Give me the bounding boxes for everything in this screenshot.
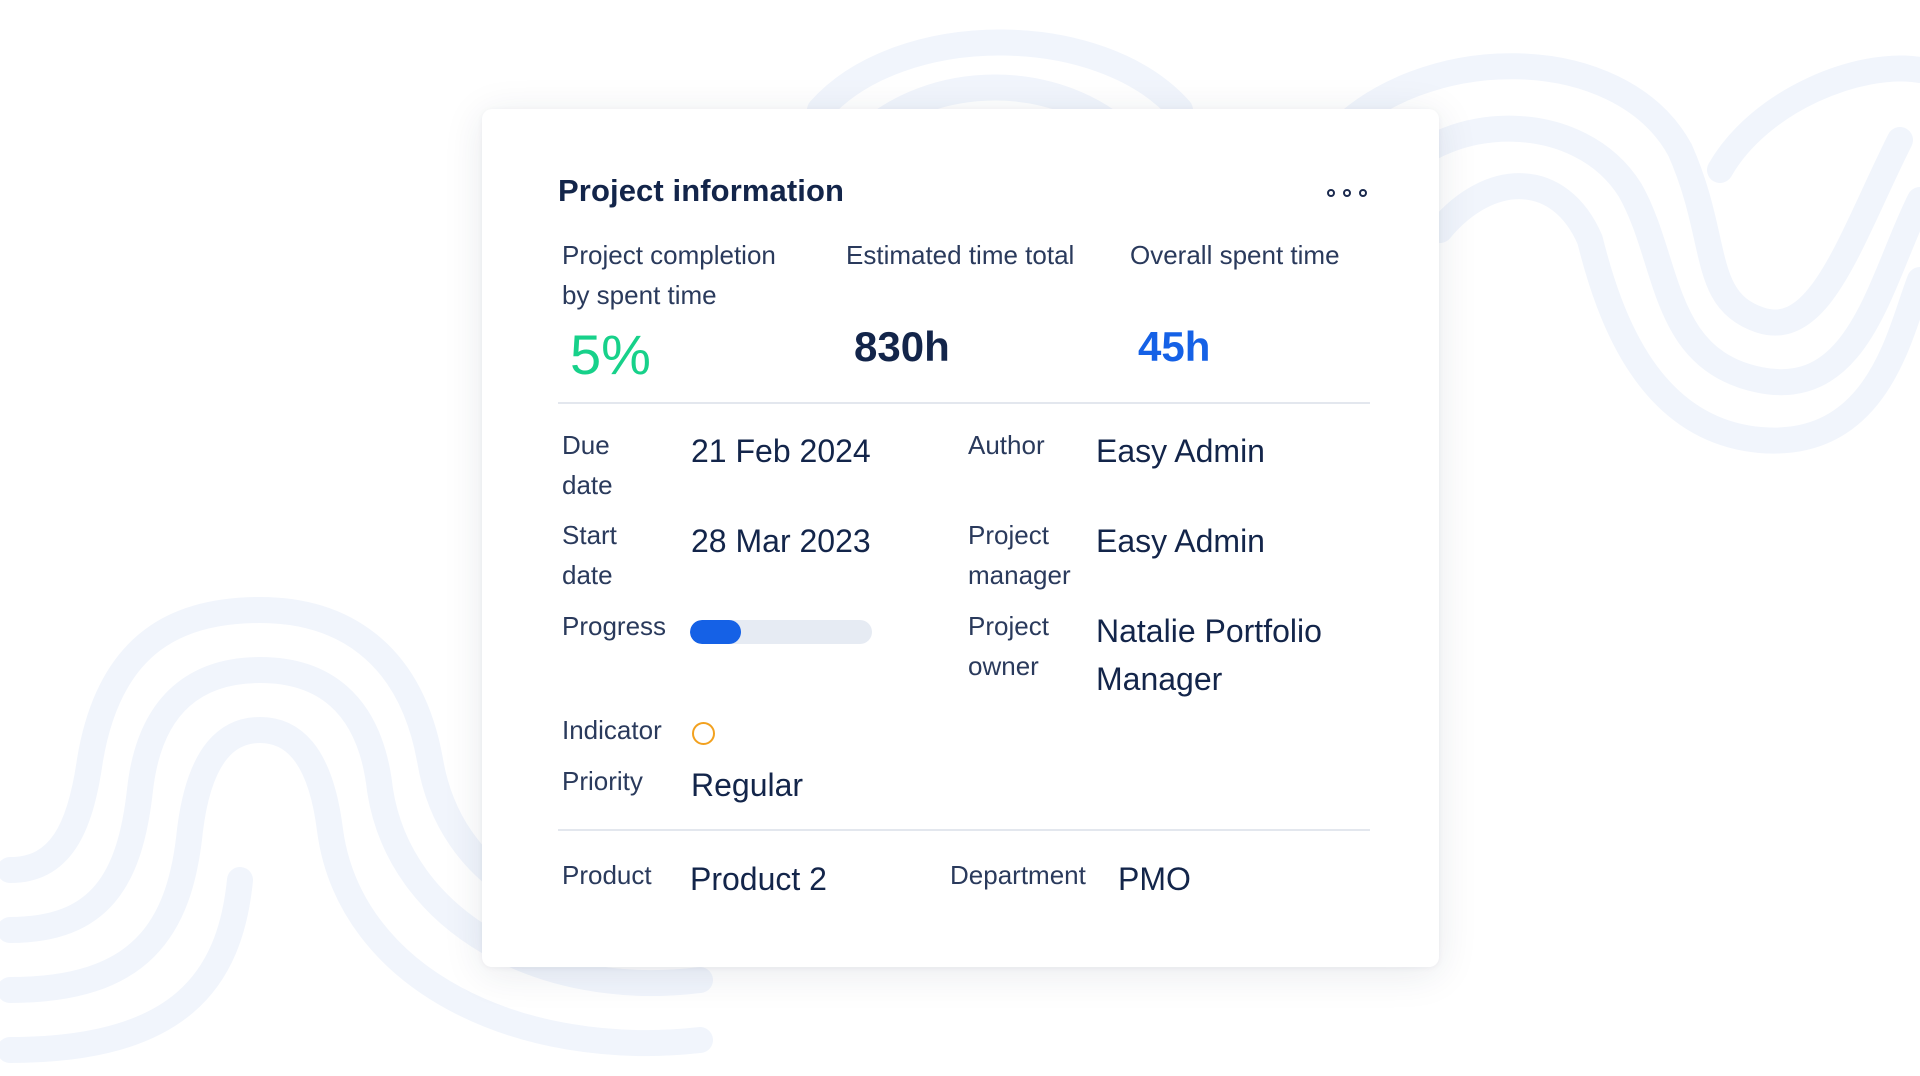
estimated-time-label: Estimated time total [846, 240, 1075, 270]
author-value: Easy Admin [1096, 433, 1265, 469]
due-date-label-line2: date [562, 470, 613, 500]
department-value: PMO [1118, 861, 1191, 897]
project-owner-value-line1: Natalie Portfolio [1096, 613, 1322, 649]
project-information-card: Project information Project completion b… [482, 109, 1439, 967]
spent-time-value: 45h [1138, 323, 1211, 370]
divider [558, 829, 1370, 831]
card-title: Project information [558, 173, 845, 208]
project-manager-label-line1: Project [968, 520, 1049, 550]
start-date-label-line2: date [562, 560, 613, 590]
priority-value: Regular [691, 767, 804, 803]
project-owner-label-line2: owner [968, 651, 1039, 681]
project-owner-value-line2: Manager [1096, 661, 1223, 697]
divider [558, 402, 1370, 404]
start-date-label-line1: Start [562, 520, 617, 550]
due-date-label-line1: Due [562, 430, 610, 460]
dot [1343, 189, 1351, 197]
dot [1327, 189, 1335, 197]
more-horizontal-icon[interactable] [1327, 183, 1367, 203]
project-manager-label: Project manager [968, 515, 1071, 595]
completion-label: Project completion by spent time [562, 235, 776, 315]
due-date-value: 21 Feb 2024 [691, 433, 871, 469]
completion-label-line2: by spent time [562, 280, 717, 310]
project-owner-value: Natalie Portfolio Manager [1096, 607, 1322, 703]
indicator-label: Indicator [562, 715, 662, 745]
project-owner-label-line1: Project [968, 611, 1049, 641]
due-date-label: Due date [562, 425, 613, 505]
priority-label: Priority [562, 766, 643, 796]
author-label: Author [968, 430, 1045, 460]
start-date-label: Start date [562, 515, 617, 595]
completion-value: 5% [570, 323, 651, 386]
circle-status-icon [692, 722, 715, 745]
progress-bar [690, 620, 872, 644]
product-value: Product 2 [690, 861, 827, 897]
estimated-time-value: 830h [854, 323, 950, 370]
project-owner-label: Project owner [968, 606, 1049, 686]
progress-label: Progress [562, 611, 667, 641]
progress-bar-fill [690, 620, 741, 644]
spent-time-label: Overall spent time [1130, 240, 1340, 270]
start-date-value: 28 Mar 2023 [691, 523, 871, 559]
department-label: Department [950, 860, 1086, 890]
project-manager-value: Easy Admin [1096, 523, 1265, 559]
dot [1359, 189, 1367, 197]
project-manager-label-line2: manager [968, 560, 1071, 590]
product-label: Product [562, 860, 652, 890]
completion-label-line1: Project completion [562, 240, 776, 270]
